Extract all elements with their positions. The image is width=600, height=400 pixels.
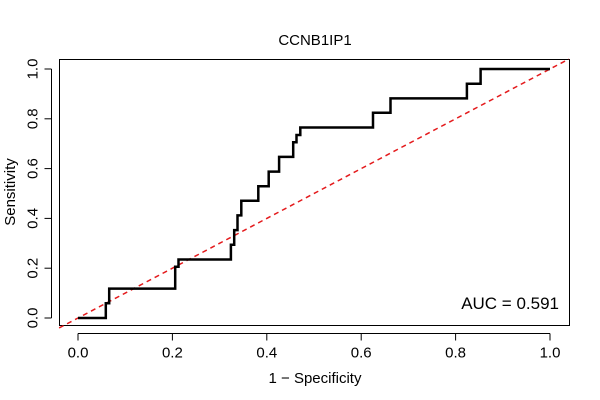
y-tick-label: 0.8 [25, 108, 42, 129]
reference-diagonal-line [58, 58, 570, 329]
x-tick-label: 1.0 [540, 345, 561, 362]
plot-frame [59, 59, 570, 326]
x-tick-label: 0.0 [68, 345, 89, 362]
roc-curve-line [78, 67, 550, 320]
y-tick-label: 0.2 [25, 258, 42, 279]
y-tick-label: 0.0 [25, 308, 42, 329]
y-axis: 0.0 0.2 0.4 0.6 0.8 1.0 [25, 59, 52, 329]
x-tick-label: 0.2 [162, 345, 183, 362]
y-tick-label: 1.0 [25, 59, 42, 80]
y-tick-label: 0.6 [25, 158, 42, 179]
x-tick-label: 0.4 [256, 345, 277, 362]
auc-annotation: AUC = 0.591 [461, 294, 559, 313]
x-tick-label: 0.8 [445, 345, 466, 362]
x-axis-label: 1 − Specificity [269, 370, 362, 387]
x-axis: 0.0 0.2 0.4 0.6 0.8 1.0 [68, 333, 561, 362]
y-axis-label: Sensitivity [2, 158, 19, 226]
y-tick-label: 0.4 [25, 208, 42, 229]
x-tick-label: 0.6 [351, 345, 372, 362]
chart-title: CCNB1IP1 [278, 32, 351, 49]
